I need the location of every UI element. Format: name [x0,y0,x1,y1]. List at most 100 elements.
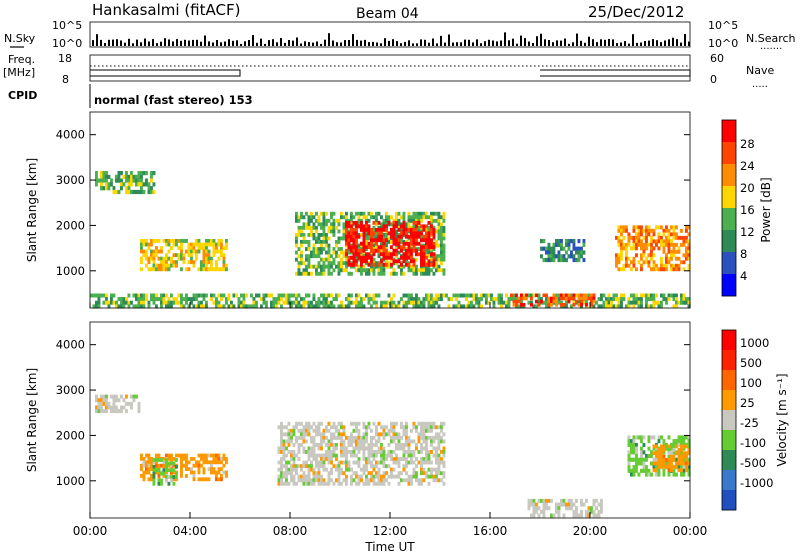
echo-cell [615,263,618,268]
echo-cell [360,304,363,309]
echo-cell [305,293,308,298]
echo-cell [665,239,668,244]
echo-cell [402,220,406,225]
echo-cell [685,225,688,230]
echo-cell [430,238,433,243]
echo-cell [485,293,488,298]
echo-cell [222,246,226,250]
echo-cell [145,171,148,176]
echo-cell [302,222,306,227]
echo-cell [682,461,686,466]
echo-cell [317,297,321,302]
echo-cell [202,263,206,268]
echo-cell [307,432,311,437]
echo-cell [297,464,301,469]
echo-cell [412,225,416,230]
echo-cell [667,293,671,298]
echo-cell [340,300,343,305]
echo-cell [437,211,441,216]
echo-cell [632,304,636,309]
nsearch-label: N.Search [746,32,796,45]
echo-cell [287,481,291,486]
echo-cell [560,293,563,298]
echo-cell [435,229,438,234]
echo-cell [150,171,153,176]
echo-cell [162,468,166,473]
echo-cell [150,457,153,461]
echo-cell [435,268,438,273]
echo-cell [172,475,176,479]
echo-cell [400,248,403,253]
echo-cell [592,498,596,503]
echo-cell [552,257,556,263]
echo-cell [515,303,518,307]
echo-cell [335,425,338,430]
echo-cell [287,300,291,305]
echo-cell [360,255,363,260]
echo-cell [457,304,461,309]
colorbar-swatch [722,274,736,297]
echo-cell [317,304,321,309]
echo-cell [330,439,333,444]
echo-cell [362,297,366,302]
echo-cell [665,225,668,230]
echo-cell [125,297,128,302]
echo-cell [635,450,638,455]
echo-cell [215,260,218,265]
echo-cell [440,236,443,241]
echo-cell [367,262,371,267]
echo-cell [442,450,446,454]
echo-cell [247,304,251,309]
echo-cell [312,250,316,255]
echo-cell [167,481,171,486]
echo-cell [117,178,121,183]
echo-cell [410,453,413,458]
echo-cell [330,304,333,309]
echo-cell [215,453,218,458]
echo-cell [575,293,578,298]
echo-cell [152,263,156,268]
echo-cell [112,405,116,410]
echo-cell [140,174,143,179]
echo-cell [657,447,661,452]
echo-cell [392,224,396,229]
echo-cell [545,506,548,511]
echo-cell [645,472,648,477]
echo-cell [300,464,303,469]
echo-cell [370,241,373,246]
echo-cell [187,246,191,250]
echo-cell [327,478,331,483]
echo-cell [637,297,641,302]
echo-cell [412,215,416,220]
echo-cell [532,506,536,511]
nsky-bar [320,43,322,46]
echo-cell [327,453,331,458]
echo-cell [437,464,441,469]
echo-cell [592,502,596,507]
echo-cell [672,304,676,309]
echo-cell [340,471,343,476]
nsky-bar [408,40,410,46]
echo-cell [337,304,341,309]
echo-cell [350,255,353,260]
echo-cell [355,245,358,250]
echo-cell [170,263,173,268]
echo-cell [520,296,523,301]
echo-cell [660,451,663,456]
echo-cell [162,297,166,302]
echo-cell [377,254,381,259]
echo-cell [382,238,386,243]
echo-cell [347,271,351,276]
echo-cell [197,293,201,298]
echo-cell [547,299,551,304]
echo-cell [105,405,108,410]
echo-cell [190,300,193,305]
echo-cell [635,242,638,247]
echo-cell [220,242,223,247]
echo-cell [390,222,393,227]
echo-cell [187,267,191,272]
echo-cell [367,297,371,302]
echo-cell [632,263,636,268]
echo-cell [565,250,568,255]
echo-cell [102,409,106,414]
